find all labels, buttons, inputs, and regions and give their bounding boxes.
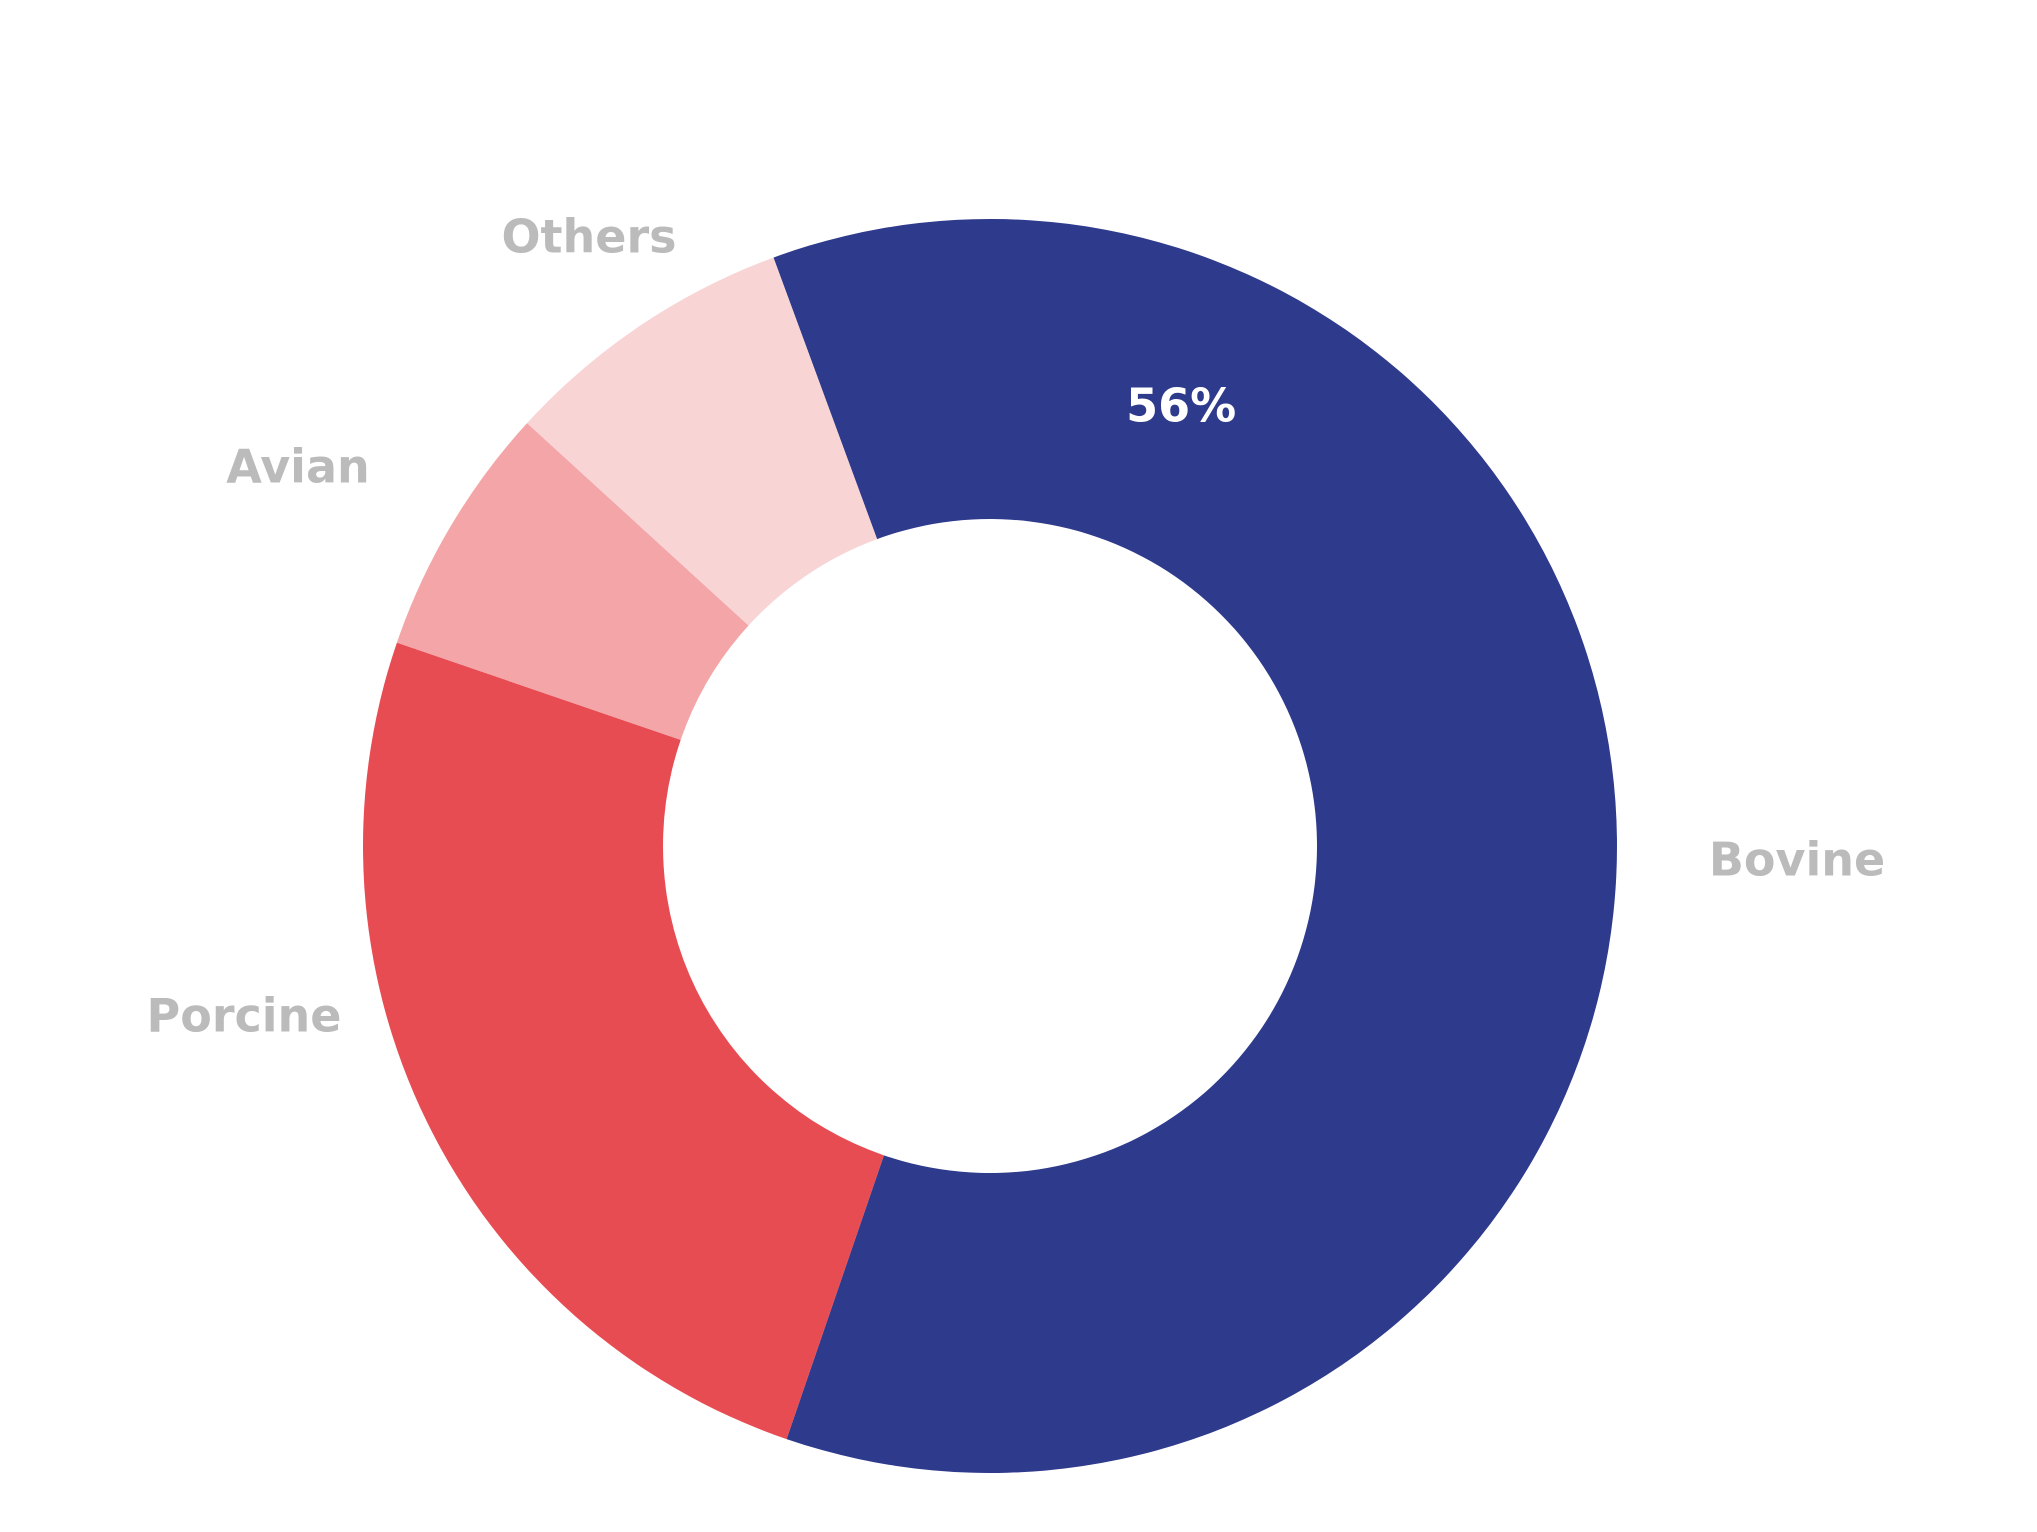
value-label: 56% [1126,378,1236,432]
slice [396,423,749,740]
slice-label: Others [501,210,676,264]
slice [363,642,884,1440]
slice [527,257,878,626]
slice [773,218,1617,1473]
slice-label: Bovine [1709,833,1885,887]
slice-label: Avian [226,440,370,494]
slice-label: Porcine [147,989,342,1043]
